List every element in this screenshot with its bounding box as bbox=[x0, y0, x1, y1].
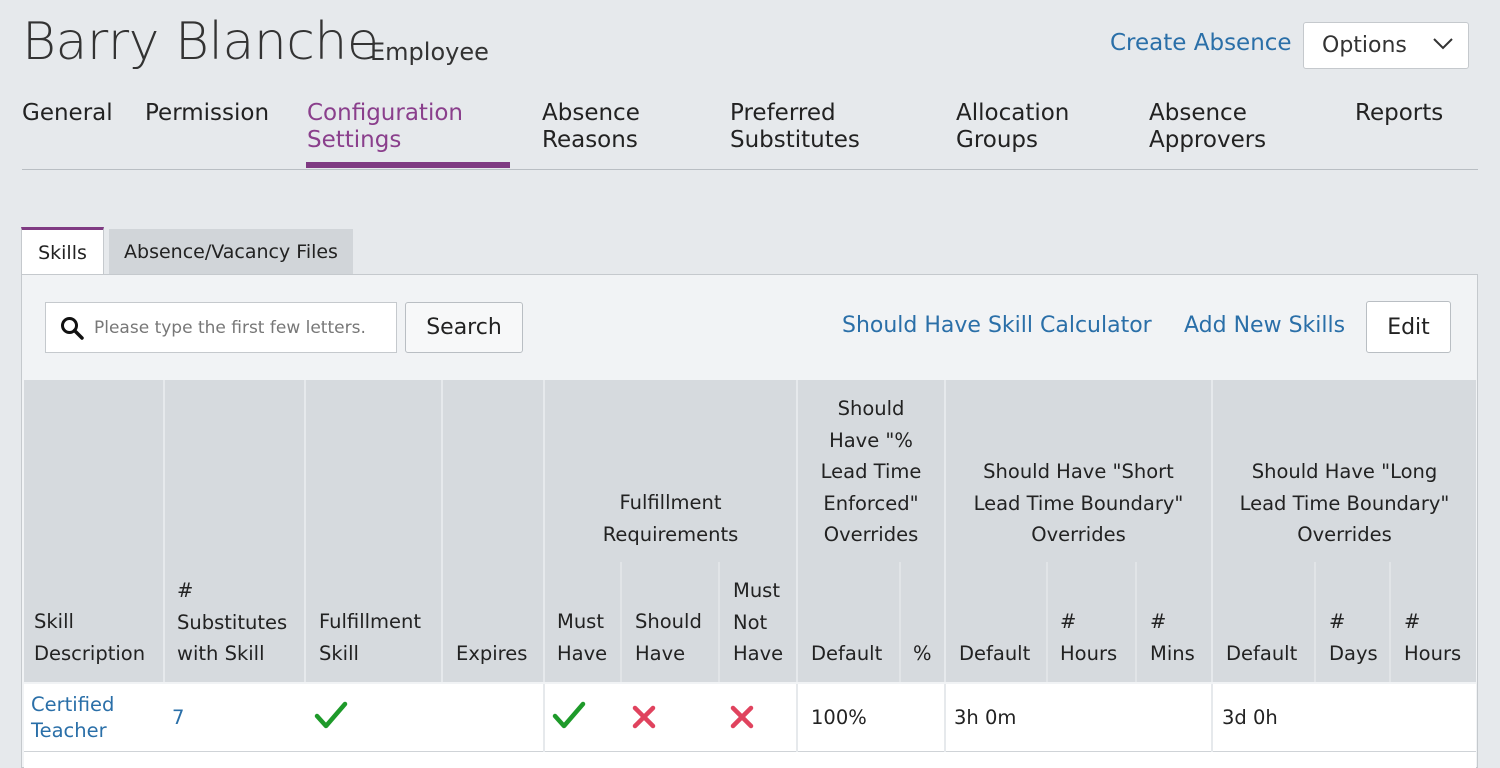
header-short-default: Default bbox=[959, 642, 1031, 665]
check-icon bbox=[314, 701, 348, 731]
x-icon bbox=[730, 705, 754, 729]
main-nav: General Permission Configuration Settings… bbox=[22, 100, 1478, 170]
employee-name: Barry Blanche bbox=[22, 12, 379, 72]
header-pct-lead-time-overrides: Should Have "% Lead Time Enforced" Overrides bbox=[820, 397, 922, 546]
options-label: Options bbox=[1322, 33, 1407, 58]
tab-absence-approvers[interactable]: Absence Approvers bbox=[1149, 100, 1267, 153]
column-divider bbox=[718, 562, 720, 682]
column-divider bbox=[796, 380, 798, 682]
subtab-absence-vacancy-files[interactable]: Absence/Vacancy Files bbox=[109, 229, 353, 274]
table-row: Certified Teacher 7 100% 3h 0m 3d 0h bbox=[24, 684, 1476, 752]
search-button[interactable]: Search bbox=[405, 302, 523, 353]
short-default-value: 3h 0m bbox=[954, 706, 1017, 729]
chevron-down-icon bbox=[1432, 37, 1453, 51]
column-divider bbox=[543, 684, 545, 752]
search-box bbox=[45, 302, 397, 353]
edit-button[interactable]: Edit bbox=[1366, 301, 1451, 353]
header-expires: Expires bbox=[456, 642, 528, 665]
tab-reports[interactable]: Reports bbox=[1355, 100, 1444, 126]
skill-description-link[interactable]: Certified Teacher bbox=[31, 693, 115, 742]
tab-configuration-settings[interactable]: Configuration Settings bbox=[307, 100, 463, 153]
column-divider bbox=[1135, 562, 1137, 682]
header-skill-description: Skill Description bbox=[34, 610, 146, 665]
search-input[interactable] bbox=[94, 311, 390, 345]
subtab-skills[interactable]: Skills bbox=[21, 227, 104, 275]
long-default-value: 3d 0h bbox=[1222, 706, 1278, 729]
add-new-skills-link[interactable]: Add New Skills bbox=[1184, 313, 1346, 338]
search-icon bbox=[60, 316, 84, 340]
header-pct-default: Default bbox=[811, 642, 883, 665]
header-long-days: # Days bbox=[1329, 610, 1378, 665]
column-divider bbox=[163, 380, 165, 682]
options-dropdown[interactable]: Options bbox=[1303, 22, 1469, 69]
column-divider bbox=[1314, 562, 1316, 682]
header-must-have: Must Have bbox=[557, 610, 608, 665]
table-body-continuation bbox=[24, 752, 1476, 768]
column-divider bbox=[543, 380, 545, 682]
column-divider bbox=[1211, 380, 1213, 682]
column-divider bbox=[796, 684, 798, 752]
header-pct-percent: % bbox=[913, 642, 932, 665]
header-short-mins: # Mins bbox=[1150, 610, 1195, 665]
column-divider bbox=[1389, 562, 1391, 682]
header-long-hours: # Hours bbox=[1404, 610, 1462, 665]
column-divider bbox=[899, 562, 901, 682]
active-tab-indicator bbox=[306, 162, 510, 168]
header-must-not-have: Must Not Have bbox=[733, 579, 784, 665]
tab-general[interactable]: General bbox=[22, 100, 113, 126]
column-divider bbox=[304, 380, 306, 682]
header-long-default: Default bbox=[1226, 642, 1298, 665]
tab-preferred-substitutes[interactable]: Preferred Substitutes bbox=[730, 100, 860, 153]
column-divider bbox=[944, 380, 946, 682]
create-absence-link[interactable]: Create Absence bbox=[1110, 30, 1292, 56]
column-divider bbox=[1046, 562, 1048, 682]
header-long-lead-time-overrides: Should Have "Long Lead Time Boundary" Over… bbox=[1239, 460, 1450, 546]
header-short-hours: # Hours bbox=[1060, 610, 1118, 665]
header-should-have: Should Have bbox=[635, 610, 702, 665]
substitutes-count-link[interactable]: 7 bbox=[172, 706, 185, 729]
header-fulfillment-skill: Fulfillment Skill bbox=[319, 610, 422, 665]
header-substitutes-with-skill: # Substitutes with Skill bbox=[177, 579, 288, 665]
page-header: Barry Blanche Employee Create Absence Op… bbox=[22, 12, 1480, 82]
employee-role: Employee bbox=[370, 38, 489, 66]
column-divider bbox=[441, 380, 443, 682]
tab-permission[interactable]: Permission bbox=[145, 100, 270, 126]
tab-allocation-groups[interactable]: Allocation Groups bbox=[956, 100, 1070, 153]
should-have-skill-calculator-link[interactable]: Should Have Skill Calculator bbox=[842, 313, 1152, 338]
header-short-lead-time-overrides: Should Have "Short Lead Time Boundary" Ove… bbox=[973, 460, 1184, 546]
column-divider bbox=[944, 684, 946, 752]
x-icon bbox=[632, 705, 656, 729]
pct-default-value: 100% bbox=[811, 706, 867, 729]
column-divider bbox=[620, 562, 622, 682]
check-icon bbox=[552, 701, 586, 731]
tab-absence-reasons[interactable]: Absence Reasons bbox=[542, 100, 640, 153]
header-fulfillment-requirements: Fulfillment Requirements bbox=[602, 491, 739, 546]
table-header: Skill Description # Substitutes with Skill … bbox=[24, 380, 1476, 682]
column-divider bbox=[1211, 684, 1213, 752]
